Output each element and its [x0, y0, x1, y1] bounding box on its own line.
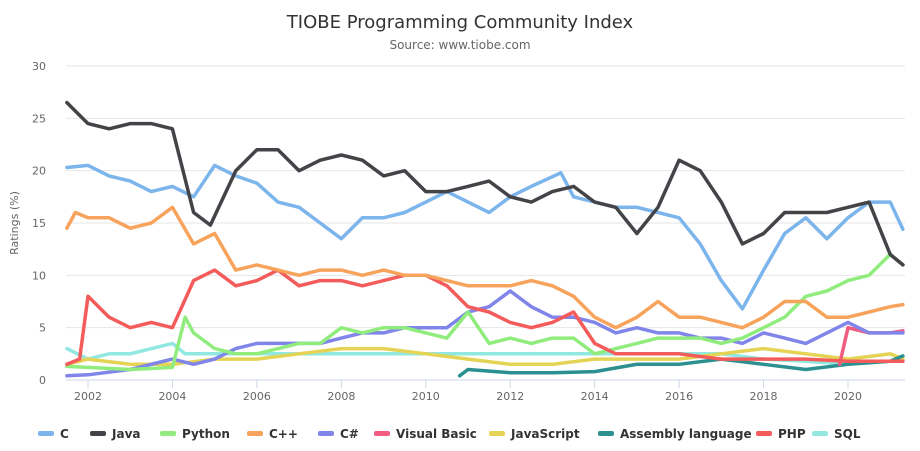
legend-swatch — [90, 431, 106, 436]
x-tick-label: 2014 — [581, 390, 609, 403]
x-tick-label: 2004 — [158, 390, 186, 403]
y-tick-label: 20 — [32, 165, 46, 178]
x-tick-label: 2018 — [750, 390, 778, 403]
legend-item-php[interactable]: PHP — [756, 427, 806, 441]
y-axis-label: Ratings (%) — [8, 191, 21, 255]
legend-item-javascript[interactable]: JavaScript — [489, 427, 580, 441]
legend-label: SQL — [834, 427, 861, 441]
x-tick-label: 2002 — [74, 390, 102, 403]
legend-swatch — [489, 431, 505, 436]
y-tick-label: 5 — [39, 322, 46, 335]
legend-label: C++ — [269, 427, 298, 441]
x-tick-label: 2010 — [412, 390, 440, 403]
series-line-python — [65, 252, 905, 372]
legend-item-assembly-language[interactable]: Assembly language — [598, 427, 752, 441]
legend-item-c-[interactable]: C# — [318, 427, 359, 441]
legend-item-sql[interactable]: SQL — [812, 427, 861, 441]
x-tick-label: 2016 — [665, 390, 693, 403]
legend-item-c[interactable]: C — [38, 427, 69, 441]
series-line-c- — [65, 289, 905, 378]
y-tick-label: 15 — [32, 217, 46, 230]
y-tick-label: 10 — [32, 269, 46, 282]
legend-item-python[interactable]: Python — [160, 427, 230, 441]
x-tick-label: 2020 — [834, 390, 862, 403]
chart-subtitle: Source: www.tiobe.com — [389, 38, 530, 52]
legend-label: PHP — [778, 427, 806, 441]
legend-label: Python — [182, 427, 230, 441]
legend-label: Assembly language — [620, 427, 752, 441]
legend-label: C — [60, 427, 69, 441]
series-line-javascript — [65, 346, 905, 367]
legend-swatch — [374, 431, 390, 436]
series-line-c — [65, 163, 905, 311]
legend-swatch — [318, 431, 334, 436]
legend-item-java[interactable]: Java — [90, 427, 140, 441]
legend-swatch — [38, 431, 54, 436]
legend-label: Java — [111, 427, 140, 441]
x-tick-label: 2012 — [496, 390, 524, 403]
series-line-assembly-language — [457, 354, 905, 378]
y-tick-label: 0 — [39, 374, 46, 387]
x-tick-label: 2008 — [327, 390, 355, 403]
x-tick-label: 2006 — [243, 390, 271, 403]
legend-swatch — [598, 431, 614, 436]
legend-label: JavaScript — [510, 427, 580, 441]
legend-swatch — [756, 431, 772, 436]
legend-label: Visual Basic — [396, 427, 477, 441]
series-line-java — [65, 100, 905, 267]
legend-swatch — [160, 431, 176, 436]
series-line-c- — [65, 205, 905, 330]
legend-item-visual-basic[interactable]: Visual Basic — [374, 427, 477, 441]
y-tick-label: 25 — [32, 112, 46, 125]
legend-swatch — [812, 431, 828, 436]
legend-item-c-[interactable]: C++ — [247, 427, 298, 441]
legend-label: C# — [340, 427, 359, 441]
y-tick-label: 30 — [32, 60, 46, 73]
chart-title: TIOBE Programming Community Index — [286, 12, 634, 33]
legend-swatch — [247, 431, 263, 436]
